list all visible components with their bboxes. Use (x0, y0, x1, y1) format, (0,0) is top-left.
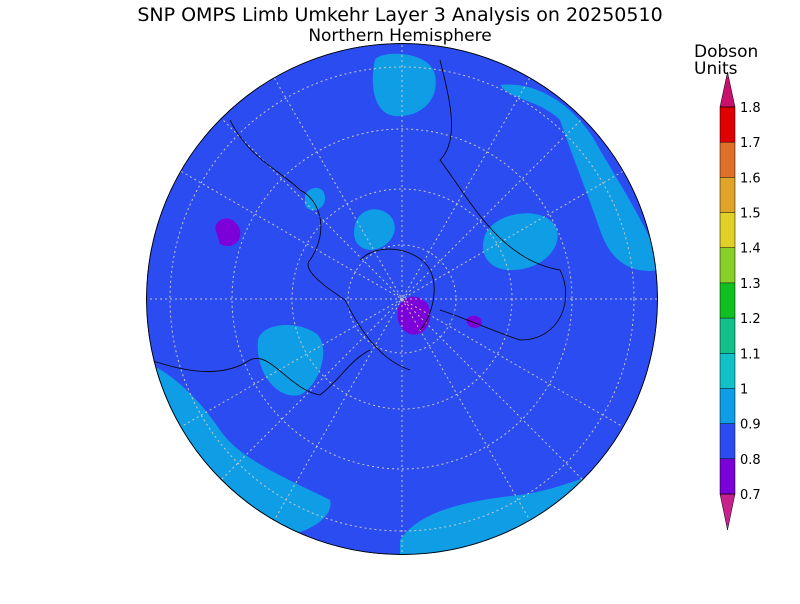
colorbar-label: Units (694, 59, 738, 79)
colorbar-tick-label: 1.8 (740, 101, 761, 116)
colorbar-band (720, 107, 735, 143)
colorbar-tick-label: 1.3 (740, 277, 761, 292)
colorbar: 0.7 0.8 0.9 1 1.1 1.2 1.3 1.4 1.5 1.6 1.7 1.8 (719, 71, 761, 531)
colorbar-tick-label: 1.1 (740, 347, 761, 362)
colorbar-band (720, 247, 735, 283)
graticule (146, 43, 658, 555)
colorbar-band (720, 388, 735, 424)
colorbar-band (720, 318, 735, 354)
colorbar-tick-label: 1.5 (740, 207, 761, 222)
colorbar-label: Dobson (694, 42, 758, 62)
colorbar-band (720, 423, 735, 459)
colorbar-tick-label: 0.7 (740, 488, 761, 503)
map-border (146, 43, 658, 555)
colorbar-band (720, 353, 735, 389)
colorbar-band (720, 458, 735, 494)
title: SNP OMPS Limb Umkehr Layer 3 Analysis on… (137, 4, 662, 26)
colorbar-band (720, 177, 735, 213)
subtitle: Northern Hemisphere (308, 26, 491, 46)
colorbar-band (720, 212, 735, 248)
coastlines (149, 59, 567, 396)
low-patches (215, 218, 482, 335)
colorbar-tick-label: 0.8 (740, 453, 761, 468)
colorbar-tick-label: 1 (740, 382, 748, 397)
colorbar-tick-label: 0.9 (740, 418, 761, 433)
map (146, 43, 658, 555)
colorbar-tick-label: 1.6 (740, 171, 761, 186)
colorbar-tick-label: 1.7 (740, 136, 761, 151)
colorbar-band (720, 142, 735, 178)
colorbar-low-triangle (719, 493, 736, 531)
colorbar-band (720, 282, 735, 319)
colorbar-tick-label: 1.4 (740, 242, 761, 257)
colorbar-tick-label: 1.2 (740, 312, 761, 327)
